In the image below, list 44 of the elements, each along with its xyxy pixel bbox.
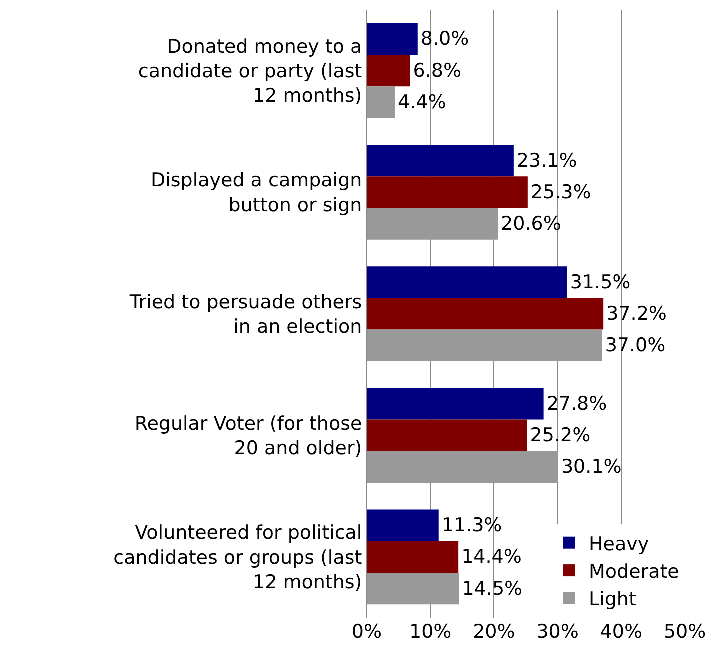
data-label: 4.4% [398, 91, 446, 114]
data-label: 37.2% [606, 303, 667, 325]
data-label: 8.0% [420, 28, 470, 50]
bar [367, 208, 498, 240]
y-tick-label: Regular Voter (for those 20 and older) [134, 412, 362, 460]
data-label: 20.6% [501, 213, 562, 236]
bar [367, 388, 544, 420]
y-tick-label: Volunteered for political candidates or groups (last 12 months) [114, 522, 362, 594]
bar [367, 266, 568, 298]
data-label: 6.8% [413, 60, 462, 82]
data-label: 14.4% [462, 546, 522, 568]
data-label: 25.3% [530, 181, 592, 204]
bar [367, 451, 558, 484]
data-label: 37.0% [605, 334, 666, 357]
bar [367, 144, 514, 177]
bar [367, 510, 439, 542]
bar [367, 420, 528, 452]
data-label: 11.3% [442, 514, 502, 537]
legend-label: Heavy [589, 533, 650, 556]
data-label: 14.5% [462, 578, 523, 600]
x-tick-label: 50% [664, 621, 706, 643]
x-tick-label: 20% [473, 621, 516, 643]
bar [367, 330, 602, 362]
bar [367, 541, 459, 574]
data-label: 31.5% [570, 271, 631, 294]
legend-label: Light [589, 588, 636, 611]
y-tick-label: Tried to persuade others in an election [128, 291, 362, 338]
y-tick-label: Displayed a campaign button or sign [150, 170, 362, 216]
legend-label: Moderate [589, 560, 680, 583]
bar [367, 54, 410, 87]
bar [367, 573, 460, 605]
y-tick-label: Donated money to a candidate or party (last 12 months) [138, 36, 362, 108]
data-label: 30.1% [561, 456, 622, 478]
data-label: 25.2% [530, 424, 591, 447]
x-tick-label: 0% [352, 621, 382, 643]
bar [367, 23, 418, 55]
x-tick-label: 30% [536, 621, 579, 643]
data-label: 27.8% [546, 392, 608, 415]
data-label: 23.1% [516, 150, 578, 172]
bar [367, 298, 604, 330]
bar [367, 86, 395, 118]
bar [367, 176, 528, 208]
x-tick-label: 40% [600, 621, 643, 643]
x-tick-label: 10% [409, 621, 452, 643]
